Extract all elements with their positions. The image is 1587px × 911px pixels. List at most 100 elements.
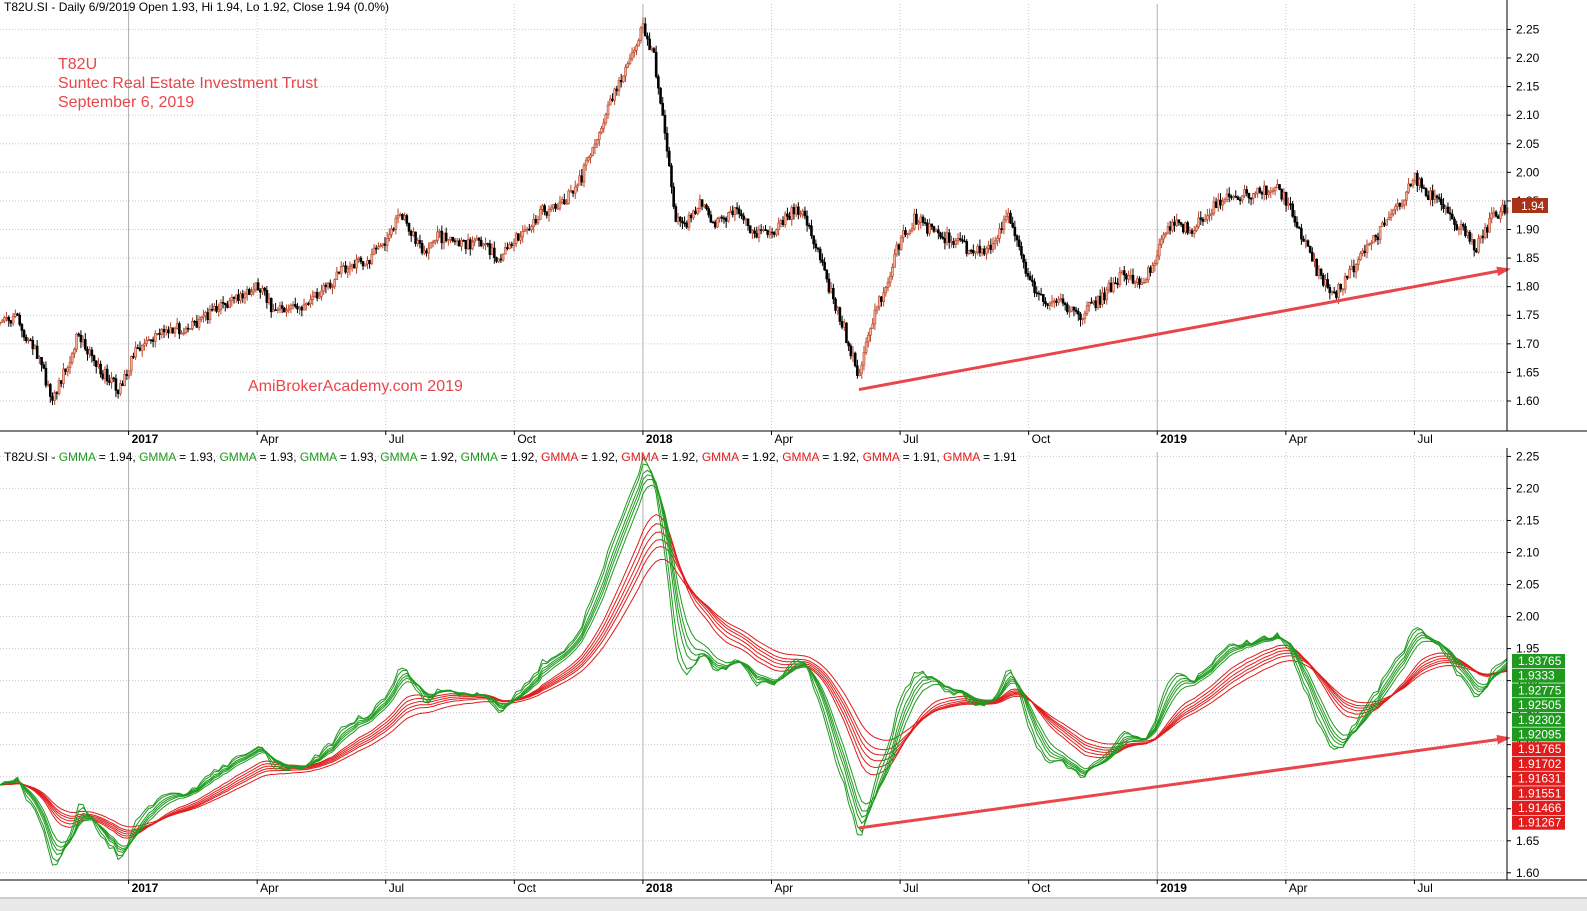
candle-body [600, 127, 603, 134]
gmma-x-tick-label: Jul [389, 881, 404, 895]
candle-body [374, 247, 378, 250]
gmma-value-label: 1.91267 [1518, 816, 1562, 830]
candle-body [923, 222, 927, 224]
candle-body [1063, 302, 1067, 306]
candle-body [1295, 221, 1299, 228]
candle-body [1101, 292, 1104, 305]
price-y-tick-label: 2.05 [1516, 137, 1540, 151]
candle-body [615, 88, 619, 92]
candle-body [460, 239, 463, 247]
gmma-short-ema-line [0, 463, 1508, 862]
candle-body [449, 236, 452, 240]
candle-body [88, 349, 91, 355]
candle-body [265, 290, 269, 303]
candle-body [676, 216, 680, 222]
candle-body [1501, 204, 1504, 212]
candle-body [140, 345, 144, 351]
gmma-y-tick-label: 1.65 [1516, 834, 1540, 848]
gmma-long-ema-line [0, 558, 1508, 828]
candle-body [1114, 282, 1117, 285]
gmma-panel-header: T82U.SI - GMMA = 1.94, GMMA = 1.93, GMMA… [4, 450, 1017, 464]
candle-body [517, 233, 520, 241]
candle-body [313, 292, 317, 297]
candle-body [1035, 292, 1039, 294]
candle-body [304, 303, 308, 306]
price-candles [0, 17, 1509, 406]
candle-body [1413, 173, 1417, 181]
candle-body [383, 243, 387, 246]
candle-body [326, 282, 330, 288]
candle-body [416, 240, 420, 244]
last-price-badge: 1.94 [1512, 198, 1548, 213]
candle-body [256, 282, 260, 291]
candle-body [965, 241, 969, 254]
candle-body [779, 220, 783, 224]
gmma-x-tick-label: Jul [1417, 881, 1432, 895]
candle-body [1455, 224, 1458, 230]
candle-body [92, 355, 96, 362]
candle-body [1372, 235, 1375, 244]
gmma-short-ema-line [0, 478, 1508, 850]
candle-body [945, 232, 949, 244]
candle-body [363, 263, 367, 267]
price-x-tick-label: Jul [903, 432, 918, 446]
candle-body [630, 52, 634, 60]
candle-body [1142, 282, 1146, 284]
candle-body [372, 247, 376, 255]
candle-body [359, 257, 363, 262]
candle-body [1092, 300, 1095, 303]
gmma-value-label: 1.92775 [1518, 683, 1562, 697]
candle-body [114, 378, 118, 391]
candle-body [232, 296, 236, 299]
candle-body [707, 208, 710, 216]
candle-body [845, 322, 848, 344]
candle-body [869, 328, 872, 336]
candle-body [1376, 236, 1380, 241]
candle-body [1072, 306, 1076, 311]
horizontal-scrollbar[interactable] [0, 899, 1587, 911]
candle-body [1398, 203, 1402, 207]
candle-body [906, 233, 909, 235]
price-x-tick-label: Oct [517, 432, 536, 446]
candle-body [902, 230, 905, 238]
candle-body [709, 214, 713, 223]
gmma-value-badge [1512, 683, 1565, 698]
candle-body [311, 296, 315, 300]
candle-body [1402, 199, 1406, 206]
candle-body [1048, 302, 1052, 306]
price-y-tick-label: 1.65 [1516, 365, 1540, 379]
candle-body [958, 238, 962, 240]
gmma-x-tick-label: Apr [1289, 881, 1308, 895]
candle-body [980, 248, 984, 254]
candle-body [263, 287, 266, 291]
candle-body [816, 247, 820, 250]
candle-body [1236, 196, 1240, 200]
candle-body [606, 104, 610, 115]
candle-body [584, 159, 588, 166]
candle-body [158, 333, 161, 335]
candle-body [254, 282, 258, 290]
gmma-value-badge [1512, 668, 1565, 683]
candle-body [1133, 282, 1137, 284]
candle-body [1405, 191, 1408, 201]
candle-body [1267, 191, 1270, 195]
candle-body [53, 392, 56, 401]
candle-body [639, 27, 643, 41]
candle-body [842, 322, 846, 328]
candle-body [884, 287, 888, 294]
candle-body [637, 40, 640, 47]
candle-body [643, 23, 647, 37]
candle-body [519, 236, 522, 241]
candle-body [1129, 274, 1133, 277]
candle-body [838, 307, 842, 322]
candle-body [862, 352, 866, 366]
candle-body [269, 298, 273, 313]
price-y-tick-label: 1.80 [1516, 280, 1540, 294]
candle-body [692, 210, 695, 219]
candle-body [342, 265, 345, 268]
candle-body [867, 334, 870, 343]
candle-body [1171, 221, 1174, 231]
candle-body [834, 298, 837, 311]
candle-body [1109, 282, 1113, 292]
